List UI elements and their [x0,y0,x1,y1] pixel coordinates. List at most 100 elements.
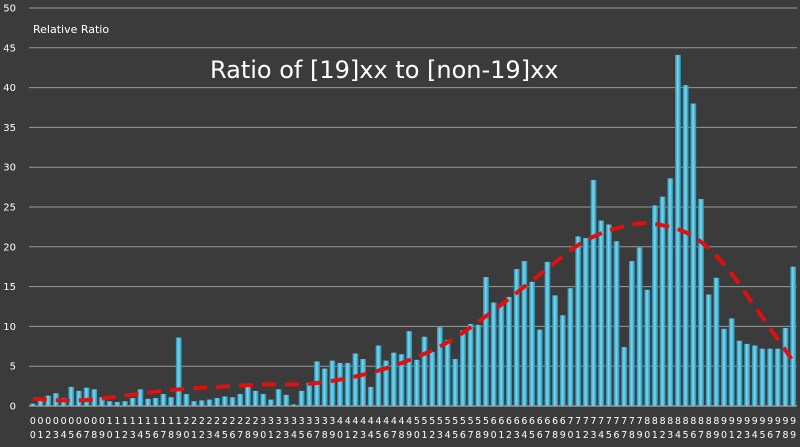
bar [690,103,697,407]
bar [360,359,366,406]
bar [398,354,405,406]
y-tick-label: 15 [3,282,16,293]
bar [221,396,228,406]
bar [621,347,628,406]
bar [513,269,520,406]
bar [29,403,36,406]
bar [37,399,44,406]
bar [506,296,512,406]
bar [91,389,98,406]
bar [329,360,336,406]
y-tick-label: 45 [3,43,16,54]
bar [122,401,128,406]
bar [99,397,105,406]
bar [206,399,213,406]
bar [605,224,612,406]
bar [498,304,505,406]
bar [721,328,727,406]
y-tick-label: 50 [3,4,16,15]
bar [421,336,428,406]
bar [321,368,328,406]
bar [598,220,605,406]
bar [413,359,420,406]
bar [444,339,451,406]
bar [475,324,482,406]
bar [337,363,343,406]
bar [682,85,689,407]
bar [582,238,589,406]
bar [106,401,113,406]
y-tick-labels: 0 5 10 15 20 25 30 35 40 45 50 [3,4,16,413]
bar [644,289,651,406]
bar [260,394,267,406]
chart-title: Ratio of [19]xx to [non-19]xx [210,56,558,84]
bar [275,389,282,406]
bar [436,327,443,406]
bar [114,402,121,406]
bar [237,394,244,406]
bar [744,343,750,406]
bar [452,359,459,406]
bar [429,351,436,406]
bar [145,398,151,406]
bar [521,261,528,406]
bar [652,205,658,406]
bar [705,294,712,406]
bar [390,352,397,406]
bar [252,390,259,406]
trend-line [32,221,795,403]
y-tick-label: 30 [3,163,16,174]
bar [460,330,466,406]
x-tick-labels: 0 00 10 20 30 40 50 60 70 80 91 01 11 21 31 41 51 61 71 81 9… [30,416,796,441]
y-tick-label: 10 [3,322,16,333]
